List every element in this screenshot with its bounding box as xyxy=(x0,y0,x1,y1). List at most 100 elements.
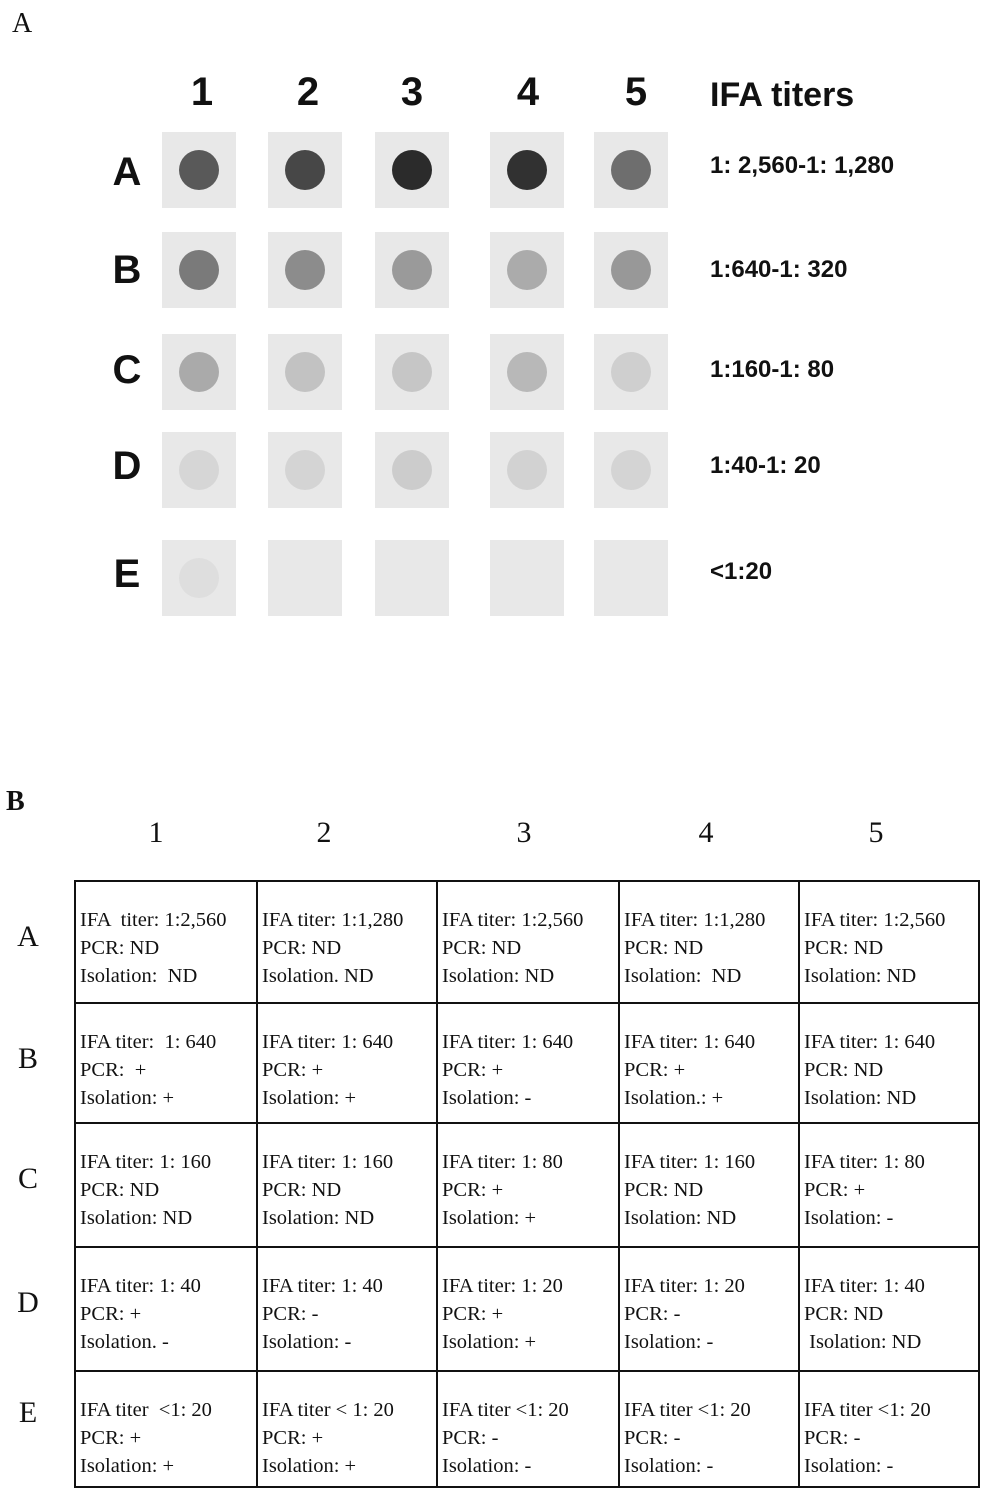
result-cell-d4: IFA titer: 1: 20 PCR: - Isolation: - xyxy=(620,1248,800,1372)
isolation-result-text: Isolation: ND xyxy=(262,1207,375,1229)
isolation-result-text: Isolation: - xyxy=(624,1455,714,1477)
blot-square-d5 xyxy=(594,432,668,508)
panel-b-row-b: B xyxy=(17,1042,38,1075)
pcr-result-text: PCR: ND xyxy=(804,1059,884,1081)
blot-dot-d1 xyxy=(179,450,219,490)
blot-dot-d5 xyxy=(611,450,651,490)
blot-square-e3 xyxy=(375,540,449,616)
pcr-result-text: PCR: ND xyxy=(804,937,884,959)
blot-square-b2 xyxy=(268,232,342,308)
pcr-result-text: PCR: ND xyxy=(624,937,704,959)
isolation-result-text: Isolation: + xyxy=(442,1331,537,1353)
pcr-result-text: PCR: + xyxy=(442,1059,504,1081)
ifa-titer-text: IFA titer: 1: 160 xyxy=(262,1151,394,1173)
isolation-result-text: Isolation: + xyxy=(80,1087,175,1109)
panel-b-column-3: 3 xyxy=(516,816,532,849)
blot-dot-b5 xyxy=(611,250,651,290)
isolation-result-text: Isolation: - xyxy=(804,1207,894,1229)
pcr-result-text: PCR: ND xyxy=(80,937,160,959)
result-cell-d3: IFA titer: 1: 20 PCR: + Isolation: + xyxy=(438,1248,620,1372)
blot-dot-a3 xyxy=(392,150,432,190)
isolation-result-text: Isolation: ND xyxy=(442,965,555,987)
pcr-result-text: PCR: - xyxy=(624,1303,681,1325)
blot-square-e1 xyxy=(162,540,236,616)
result-cell-c2: IFA titer: 1: 160 PCR: ND Isolation: ND xyxy=(258,1124,438,1248)
isolation-result-text: Isolation: ND xyxy=(80,965,198,987)
panel-b-label: B xyxy=(6,786,25,817)
result-cell-e4: IFA titer <1: 20 PCR: - Isolation: - xyxy=(620,1372,800,1486)
panel-b-row-e: E xyxy=(18,1396,38,1429)
isolation-result-text: Isolation: ND xyxy=(804,1331,922,1353)
panel-a-column-4: 4 xyxy=(516,70,540,114)
pcr-result-text: PCR: ND xyxy=(262,1179,342,1201)
result-cell-b4: IFA titer: 1: 640 PCR: + Isolation.: + xyxy=(620,1004,800,1124)
blot-square-b3 xyxy=(375,232,449,308)
panel-a-label: A xyxy=(12,8,33,39)
result-cell-d5: IFA titer: 1: 40 PCR: ND Isolation: ND xyxy=(800,1248,978,1372)
isolation-result-text: Isolation: - xyxy=(804,1455,894,1477)
result-cell-b2: IFA titer: 1: 640 PCR: + Isolation: + xyxy=(258,1004,438,1124)
isolation-result-text: Isolation.: + xyxy=(624,1087,724,1109)
blot-square-c3 xyxy=(375,334,449,410)
titer-range-b: 1:640-1: 320 xyxy=(710,256,848,283)
panel-b-column-5: 5 xyxy=(868,816,884,849)
result-cell-e5: IFA titer <1: 20 PCR: - Isolation: - xyxy=(800,1372,978,1486)
pcr-result-text: PCR: - xyxy=(624,1427,681,1449)
result-cell-c1: IFA titer: 1: 160 PCR: ND Isolation: ND xyxy=(76,1124,258,1248)
blot-dot-d3 xyxy=(392,450,432,490)
isolation-result-text: Isolation: ND xyxy=(804,1087,917,1109)
pcr-result-text: PCR: ND xyxy=(804,1303,884,1325)
isolation-result-text: Isolation: - xyxy=(262,1331,352,1353)
pcr-result-text: PCR: + xyxy=(80,1303,142,1325)
blot-square-d2 xyxy=(268,432,342,508)
panel-b-column-1: 1 xyxy=(148,816,164,849)
pcr-result-text: PCR: + xyxy=(442,1303,504,1325)
blot-square-c1 xyxy=(162,334,236,410)
blot-square-b4 xyxy=(490,232,564,308)
blot-square-e2 xyxy=(268,540,342,616)
ifa-titer-text: IFA titer: 1:2,560 xyxy=(442,909,584,931)
panel-a-column-5: 5 xyxy=(624,70,648,114)
blot-dot-e1 xyxy=(179,558,219,598)
panel-a-column-2: 2 xyxy=(296,70,320,114)
panel-b-row-c: C xyxy=(17,1162,38,1195)
pcr-result-text: PCR: ND xyxy=(262,937,342,959)
blot-square-e4 xyxy=(490,540,564,616)
pcr-result-text: PCR: + xyxy=(80,1059,147,1081)
blot-dot-c5 xyxy=(611,352,651,392)
panel-b-column-2: 2 xyxy=(316,816,332,849)
isolation-result-text: Isolation: ND xyxy=(804,965,917,987)
result-cell-c5: IFA titer: 1: 80 PCR: + Isolation: - xyxy=(800,1124,978,1248)
titer-range-e: <1:20 xyxy=(710,558,773,585)
blot-square-b1 xyxy=(162,232,236,308)
blot-square-a2 xyxy=(268,132,342,208)
result-cell-e2: IFA titer < 1: 20 PCR: + Isolation: + xyxy=(258,1372,438,1486)
isolation-result-text: Isolation: + xyxy=(262,1455,357,1477)
blot-square-c4 xyxy=(490,334,564,410)
panel-a-row-b: B xyxy=(112,248,142,292)
titer-range-c: 1:160-1: 80 xyxy=(710,356,835,383)
pcr-result-text: PCR: + xyxy=(262,1059,324,1081)
isolation-result-text: Isolation: ND xyxy=(80,1207,193,1229)
panel-a-column-3: 3 xyxy=(400,70,424,114)
panel-b-row-a: A xyxy=(17,920,39,953)
blot-dot-a5 xyxy=(611,150,651,190)
ifa-titer-text: IFA titer: 1:2,560 xyxy=(804,909,946,931)
blot-dot-c4 xyxy=(507,352,547,392)
blot-square-c2 xyxy=(268,334,342,410)
ifa-titer-text: IFA titer <1: 20 xyxy=(804,1399,931,1421)
blot-dot-d2 xyxy=(285,450,325,490)
blot-dot-b2 xyxy=(285,250,325,290)
ifa-titer-text: IFA titer: 1:2,560 xyxy=(80,909,227,931)
pcr-result-text: PCR: + xyxy=(624,1059,686,1081)
isolation-result-text: Isolation. - xyxy=(80,1331,169,1353)
ifa-titer-text: IFA titer < 1: 20 xyxy=(262,1399,394,1421)
ifa-titer-text: IFA titer: 1: 640 xyxy=(80,1031,217,1053)
blot-dot-a4 xyxy=(507,150,547,190)
pcr-result-text: PCR: - xyxy=(262,1303,319,1325)
result-cell-e1: IFA titer <1: 20 PCR: + Isolation: + xyxy=(76,1372,258,1486)
result-cell-c4: IFA titer: 1: 160 PCR: ND Isolation: ND xyxy=(620,1124,800,1248)
blot-dot-c2 xyxy=(285,352,325,392)
isolation-result-text: Isolation: ND xyxy=(624,965,742,987)
ifa-titer-text: IFA titer: 1:1,280 xyxy=(262,909,404,931)
